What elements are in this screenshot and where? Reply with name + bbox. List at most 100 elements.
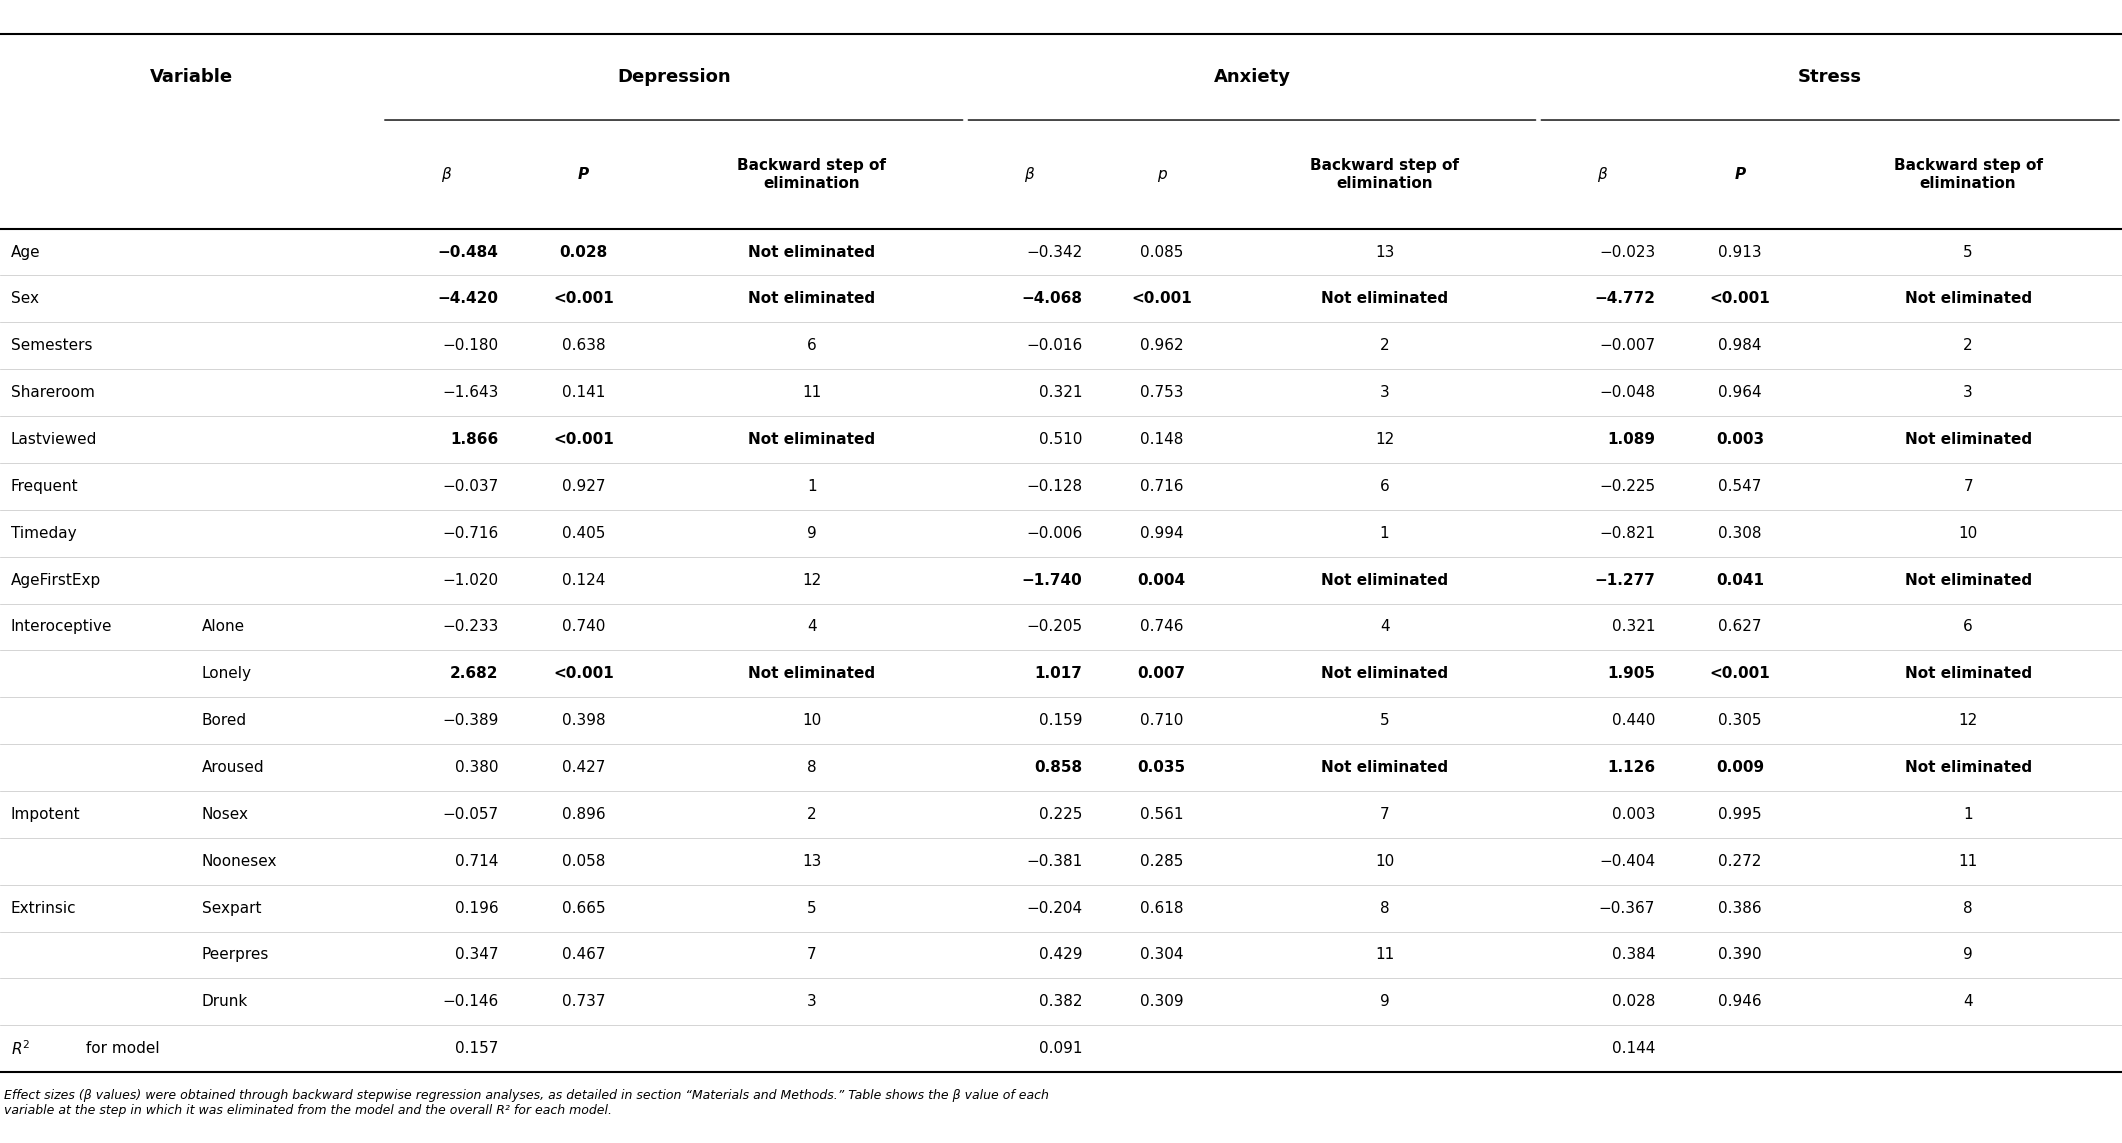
- Text: 0.304: 0.304: [1140, 948, 1184, 962]
- Text: <0.001: <0.001: [1131, 291, 1193, 306]
- Text: 0.427: 0.427: [562, 760, 605, 775]
- Text: for model: for model: [81, 1041, 159, 1056]
- Text: 0.440: 0.440: [1613, 713, 1655, 728]
- Text: 0.927: 0.927: [562, 479, 605, 494]
- Text: −4.068: −4.068: [1021, 291, 1082, 306]
- Text: 0.429: 0.429: [1040, 948, 1082, 962]
- Text: −0.048: −0.048: [1600, 385, 1655, 400]
- Text: Not eliminated: Not eliminated: [749, 291, 874, 306]
- Text: Frequent: Frequent: [11, 479, 79, 494]
- Text: 0.321: 0.321: [1613, 620, 1655, 634]
- Text: −0.342: −0.342: [1025, 245, 1082, 259]
- Text: 0.141: 0.141: [562, 385, 605, 400]
- Text: −0.016: −0.016: [1025, 338, 1082, 353]
- Text: −0.233: −0.233: [441, 620, 499, 634]
- Text: <0.001: <0.001: [554, 432, 613, 447]
- Text: 0.746: 0.746: [1140, 620, 1184, 634]
- Text: <0.001: <0.001: [1710, 666, 1770, 681]
- Text: 3: 3: [1963, 385, 1973, 400]
- Text: Variable: Variable: [149, 69, 233, 86]
- Text: Aroused: Aroused: [202, 760, 265, 775]
- Text: Semesters: Semesters: [11, 338, 91, 353]
- Text: <0.001: <0.001: [554, 291, 613, 306]
- Text: 0.962: 0.962: [1140, 338, 1184, 353]
- Text: 3: 3: [806, 994, 817, 1009]
- Text: 10: 10: [1375, 854, 1394, 869]
- Text: 1.017: 1.017: [1033, 666, 1082, 681]
- Text: Peerpres: Peerpres: [202, 948, 269, 962]
- Text: 9: 9: [806, 526, 817, 541]
- Text: 2: 2: [1963, 338, 1973, 353]
- Text: Not eliminated: Not eliminated: [1322, 291, 1447, 306]
- Text: Not eliminated: Not eliminated: [1906, 573, 2031, 588]
- Text: 0.308: 0.308: [1719, 526, 1761, 541]
- Text: Bored: Bored: [202, 713, 246, 728]
- Text: 0.467: 0.467: [562, 948, 605, 962]
- Text: 2: 2: [1379, 338, 1390, 353]
- Text: 0.665: 0.665: [562, 901, 605, 916]
- Text: 8: 8: [806, 760, 817, 775]
- Text: −0.023: −0.023: [1598, 245, 1655, 259]
- Text: 0.196: 0.196: [454, 901, 499, 916]
- Text: Sexpart: Sexpart: [202, 901, 261, 916]
- Text: 5: 5: [806, 901, 817, 916]
- Text: 0.321: 0.321: [1040, 385, 1082, 400]
- Text: −0.204: −0.204: [1027, 901, 1082, 916]
- Text: Anxiety: Anxiety: [1214, 69, 1290, 86]
- Text: 11: 11: [1959, 854, 1978, 869]
- Text: Not eliminated: Not eliminated: [1322, 760, 1447, 775]
- Text: 0.995: 0.995: [1719, 807, 1761, 822]
- Text: 0.004: 0.004: [1137, 573, 1186, 588]
- Text: −1.740: −1.740: [1021, 573, 1082, 588]
- Text: 12: 12: [1375, 432, 1394, 447]
- Text: 9: 9: [1963, 948, 1973, 962]
- Text: −0.716: −0.716: [441, 526, 499, 541]
- Text: 0.007: 0.007: [1137, 666, 1186, 681]
- Text: 0.003: 0.003: [1717, 432, 1763, 447]
- Text: −0.225: −0.225: [1600, 479, 1655, 494]
- Text: Impotent: Impotent: [11, 807, 81, 822]
- Text: Backward step of
elimination: Backward step of elimination: [1309, 158, 1460, 191]
- Text: −1.020: −1.020: [443, 573, 499, 588]
- Text: 0.753: 0.753: [1140, 385, 1184, 400]
- Text: Not eliminated: Not eliminated: [1906, 432, 2031, 447]
- Text: Not eliminated: Not eliminated: [1322, 666, 1447, 681]
- Text: Not eliminated: Not eliminated: [749, 245, 874, 259]
- Text: $R^{2}$: $R^{2}$: [11, 1039, 30, 1058]
- Text: 0.618: 0.618: [1140, 901, 1184, 916]
- Text: 0.964: 0.964: [1719, 385, 1761, 400]
- Text: 1.866: 1.866: [450, 432, 499, 447]
- Text: 7: 7: [1379, 807, 1390, 822]
- Text: −0.057: −0.057: [443, 807, 499, 822]
- Text: −0.367: −0.367: [1598, 901, 1655, 916]
- Text: 0.627: 0.627: [1719, 620, 1761, 634]
- Text: 0.309: 0.309: [1140, 994, 1184, 1009]
- Text: 0.386: 0.386: [1719, 901, 1761, 916]
- Text: Not eliminated: Not eliminated: [1906, 666, 2031, 681]
- Text: 8: 8: [1963, 901, 1973, 916]
- Text: Extrinsic: Extrinsic: [11, 901, 76, 916]
- Text: 1: 1: [806, 479, 817, 494]
- Text: Drunk: Drunk: [202, 994, 248, 1009]
- Text: −0.180: −0.180: [443, 338, 499, 353]
- Text: 1.126: 1.126: [1606, 760, 1655, 775]
- Text: p: p: [1156, 167, 1167, 182]
- Text: 0.740: 0.740: [562, 620, 605, 634]
- Text: −0.404: −0.404: [1600, 854, 1655, 869]
- Text: Lastviewed: Lastviewed: [11, 432, 98, 447]
- Text: 0.946: 0.946: [1719, 994, 1761, 1009]
- Text: <0.001: <0.001: [1710, 291, 1770, 306]
- Text: Age: Age: [11, 245, 40, 259]
- Text: 2: 2: [806, 807, 817, 822]
- Text: 0.035: 0.035: [1137, 760, 1186, 775]
- Text: −0.037: −0.037: [441, 479, 499, 494]
- Text: −0.484: −0.484: [437, 245, 499, 259]
- Text: 7: 7: [1963, 479, 1973, 494]
- Text: 1.089: 1.089: [1606, 432, 1655, 447]
- Text: Backward step of
elimination: Backward step of elimination: [736, 158, 887, 191]
- Text: 0.638: 0.638: [562, 338, 605, 353]
- Text: 4: 4: [1963, 994, 1973, 1009]
- Text: −0.006: −0.006: [1025, 526, 1082, 541]
- Text: 0.384: 0.384: [1613, 948, 1655, 962]
- Text: 0.382: 0.382: [1040, 994, 1082, 1009]
